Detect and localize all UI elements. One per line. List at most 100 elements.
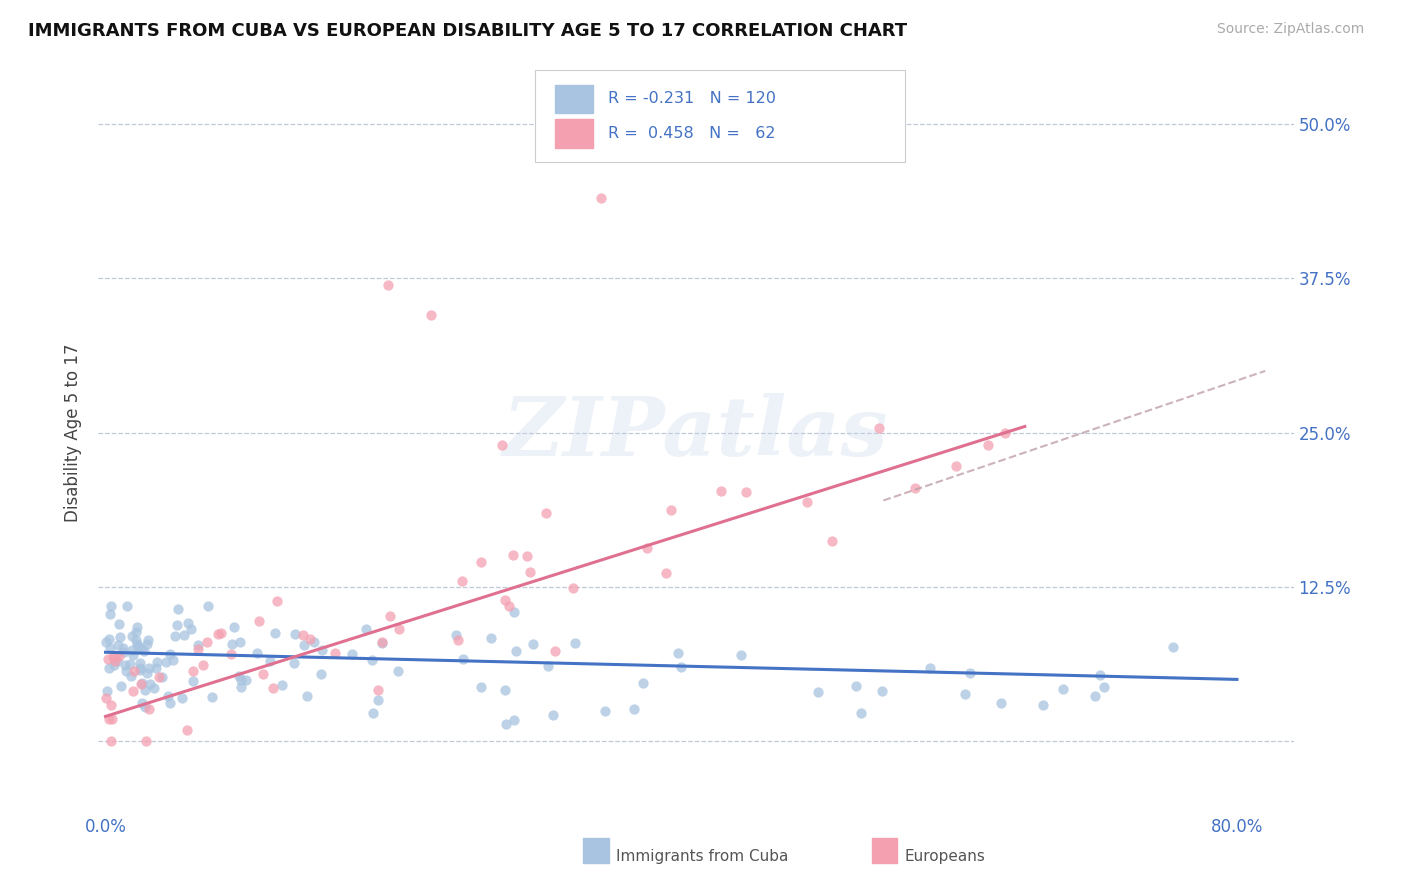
Point — [121, 648, 143, 663]
Point — [103, 658, 125, 673]
Point — [183, 673, 205, 688]
Point — [176, 723, 198, 737]
Point — [292, 638, 315, 652]
Point — [955, 687, 977, 701]
Point — [121, 642, 143, 657]
Point — [371, 636, 394, 650]
Point — [131, 677, 153, 691]
Point — [246, 646, 269, 660]
Point — [228, 634, 250, 648]
Point — [284, 626, 307, 640]
Point — [849, 706, 872, 720]
Point — [96, 684, 118, 698]
Point — [302, 635, 325, 649]
Point — [221, 637, 243, 651]
Point — [264, 626, 287, 640]
Point — [112, 645, 135, 659]
Point — [360, 652, 382, 666]
Point — [134, 683, 156, 698]
Point — [101, 650, 124, 665]
Point — [534, 506, 557, 520]
Point — [162, 653, 184, 667]
Point — [516, 549, 538, 563]
Point — [247, 614, 270, 628]
Point — [122, 664, 145, 678]
Point — [110, 631, 132, 645]
Point — [100, 698, 122, 713]
Point — [252, 667, 274, 681]
Point — [173, 628, 195, 642]
Point — [94, 691, 117, 706]
Point — [159, 697, 181, 711]
Point — [231, 680, 253, 694]
Point — [503, 713, 526, 727]
Point — [710, 483, 733, 498]
FancyBboxPatch shape — [534, 70, 905, 162]
Point — [451, 652, 474, 666]
Point — [231, 673, 253, 687]
Point — [108, 648, 131, 663]
Point — [170, 690, 193, 705]
Point — [152, 670, 174, 684]
Point — [146, 655, 169, 669]
Point — [125, 633, 148, 648]
Point — [97, 632, 120, 647]
Point — [377, 277, 399, 292]
Point — [845, 679, 868, 693]
Point — [112, 640, 135, 655]
Point — [97, 712, 120, 726]
Point — [120, 657, 142, 671]
Point — [380, 608, 402, 623]
Point — [311, 643, 333, 657]
Point — [283, 656, 305, 670]
Text: R = -0.231   N = 120: R = -0.231 N = 120 — [607, 91, 776, 106]
Point — [904, 481, 927, 495]
Point — [110, 679, 132, 693]
Point — [197, 599, 219, 613]
Point — [98, 661, 121, 675]
Point — [356, 623, 378, 637]
Point — [136, 637, 159, 651]
Point — [108, 617, 131, 632]
Point — [945, 458, 967, 473]
Point — [107, 638, 129, 652]
Point — [98, 607, 121, 621]
Point — [447, 632, 470, 647]
Point — [105, 653, 128, 667]
Point — [138, 702, 160, 716]
Point — [207, 627, 229, 641]
Point — [159, 648, 181, 662]
Point — [494, 593, 516, 607]
Point — [1084, 690, 1107, 704]
Point — [121, 629, 143, 643]
Point — [636, 541, 658, 556]
Point — [266, 594, 288, 608]
Text: ZIPatlas: ZIPatlas — [503, 392, 889, 473]
Point — [564, 636, 586, 650]
Point — [129, 661, 152, 675]
Point — [491, 438, 513, 452]
Point — [311, 666, 333, 681]
Point — [502, 548, 524, 562]
Point — [219, 647, 242, 661]
Text: 0.0%: 0.0% — [84, 818, 127, 836]
Point — [361, 706, 384, 720]
Point — [593, 704, 616, 718]
Point — [387, 664, 409, 678]
Point — [139, 677, 162, 691]
Point — [167, 601, 190, 615]
Point — [136, 666, 159, 681]
Point — [1092, 680, 1115, 694]
Point — [470, 555, 492, 569]
Point — [259, 654, 281, 668]
Point — [371, 635, 394, 649]
Point — [503, 605, 526, 619]
Point — [100, 734, 122, 748]
Point — [291, 628, 314, 642]
Point — [177, 615, 200, 630]
Text: Europeans: Europeans — [904, 849, 986, 863]
Point — [796, 495, 818, 509]
Point — [100, 599, 122, 613]
Point — [977, 438, 1000, 452]
Point — [1088, 668, 1111, 682]
